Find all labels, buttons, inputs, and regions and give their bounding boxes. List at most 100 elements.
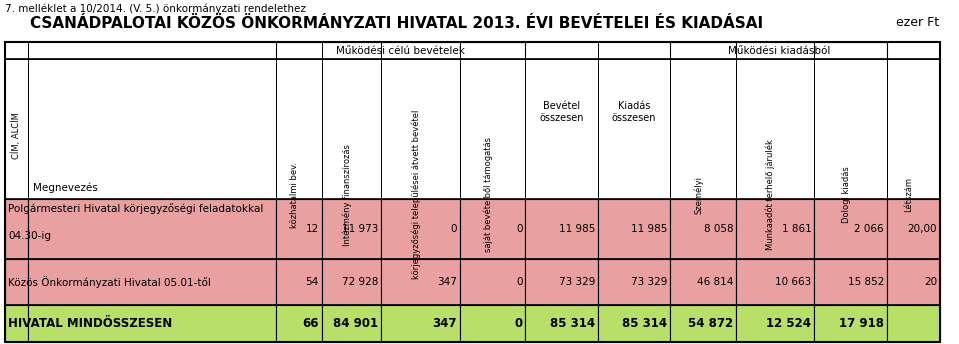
Bar — [598, 42, 670, 59]
Text: 8 058: 8 058 — [704, 224, 734, 234]
Bar — [28, 198, 275, 259]
Text: 73 329: 73 329 — [631, 277, 667, 287]
Bar — [28, 305, 275, 342]
Bar — [382, 42, 459, 59]
Bar — [526, 305, 598, 342]
Bar — [737, 42, 814, 59]
Bar — [670, 305, 737, 342]
Text: 11 973: 11 973 — [342, 224, 379, 234]
Text: 20,00: 20,00 — [907, 224, 937, 234]
Bar — [321, 305, 382, 342]
Bar — [382, 259, 459, 305]
Bar — [275, 305, 321, 342]
Text: 84 901: 84 901 — [334, 317, 379, 330]
Text: 46 814: 46 814 — [697, 277, 734, 287]
Bar — [737, 259, 814, 305]
Bar — [887, 198, 940, 259]
Text: Megnevezés: Megnevezés — [33, 182, 98, 193]
Bar — [737, 59, 814, 198]
Text: Dologi kiadás: Dologi kiadás — [842, 166, 851, 223]
Bar — [382, 305, 459, 342]
Bar — [459, 198, 526, 259]
Bar — [5, 42, 28, 59]
Text: saját bevételből támogatás: saját bevételből támogatás — [483, 137, 493, 252]
Bar — [5, 42, 940, 342]
Text: 11 985: 11 985 — [558, 224, 595, 234]
Bar — [814, 259, 887, 305]
Text: 0: 0 — [451, 224, 456, 234]
Text: 72 928: 72 928 — [342, 277, 379, 287]
Text: 1 861: 1 861 — [782, 224, 811, 234]
Bar — [670, 198, 737, 259]
Bar — [28, 59, 275, 198]
Text: 20: 20 — [924, 277, 937, 287]
Bar — [670, 42, 737, 59]
Bar — [814, 42, 887, 59]
Bar — [814, 59, 887, 198]
Text: 15 852: 15 852 — [848, 277, 884, 287]
Text: HIVATAL MINDÖSSZESEN: HIVATAL MINDÖSSZESEN — [8, 317, 172, 330]
Text: 54: 54 — [305, 277, 318, 287]
Text: Működési célú bevételek: Működési célú bevételek — [336, 45, 465, 55]
Text: Közös Önkormányzati Hivatal 05.01-től: Közös Önkormányzati Hivatal 05.01-től — [8, 276, 211, 288]
Bar — [275, 42, 526, 59]
Bar — [321, 198, 382, 259]
Bar — [459, 42, 526, 59]
Bar — [5, 305, 28, 342]
Text: körjegyzőségi települései átvett bevétel: körjegyzőségi települései átvett bevétel — [411, 110, 421, 279]
Text: 17 918: 17 918 — [839, 317, 884, 330]
Bar — [382, 198, 459, 259]
Text: 347: 347 — [437, 277, 456, 287]
Text: Munkaadót terhelő járulék: Munkaadót terhelő járulék — [766, 139, 775, 250]
Bar — [598, 259, 670, 305]
Bar — [814, 198, 887, 259]
Bar — [526, 59, 598, 198]
Text: Kiadás
összesen: Kiadás összesen — [612, 101, 657, 123]
Bar — [5, 59, 28, 198]
Bar — [459, 259, 526, 305]
Text: közhatalmi bev.: közhatalmi bev. — [290, 162, 298, 228]
Text: 2 066: 2 066 — [854, 224, 884, 234]
Text: Létszám: Létszám — [904, 177, 914, 212]
Bar — [275, 198, 321, 259]
Bar — [459, 305, 526, 342]
Bar — [670, 42, 887, 59]
Bar — [737, 305, 814, 342]
Bar — [887, 42, 940, 59]
Bar — [321, 259, 382, 305]
Bar — [670, 59, 737, 198]
Bar — [321, 59, 382, 198]
Text: CSANÁDPALOTAI KÖZÖS ÖNKORMÁNYZATI HIVATAL 2013. ÉVI BEVÉTELEI ÉS KIADÁSAI: CSANÁDPALOTAI KÖZÖS ÖNKORMÁNYZATI HIVATA… — [30, 16, 762, 31]
Text: 12 524: 12 524 — [766, 317, 811, 330]
Text: Személyi: Személyi — [693, 175, 703, 214]
Text: 11 985: 11 985 — [631, 224, 667, 234]
Text: ezer Ft: ezer Ft — [896, 16, 939, 29]
Text: 04.30-ig: 04.30-ig — [8, 231, 51, 241]
Bar — [598, 198, 670, 259]
Bar — [887, 259, 940, 305]
Bar — [5, 42, 940, 342]
Text: 73 329: 73 329 — [558, 277, 595, 287]
Text: 0: 0 — [514, 317, 523, 330]
Bar — [5, 198, 28, 259]
Text: 85 314: 85 314 — [622, 317, 667, 330]
Bar — [275, 42, 321, 59]
Text: 66: 66 — [302, 317, 318, 330]
Bar — [670, 259, 737, 305]
Text: 347: 347 — [433, 317, 456, 330]
Bar — [5, 259, 28, 305]
Bar — [28, 42, 275, 59]
Bar — [814, 305, 887, 342]
Bar — [598, 305, 670, 342]
Text: 85 314: 85 314 — [550, 317, 595, 330]
Text: Működési kiadásból: Működési kiadásból — [728, 45, 830, 55]
Bar — [526, 42, 598, 59]
Text: 54 872: 54 872 — [688, 317, 734, 330]
Text: Intézmény finanszírozás: Intézmény finanszírozás — [342, 144, 352, 246]
Text: CÍM, ALCÍM: CÍM, ALCÍM — [12, 112, 21, 159]
Bar — [321, 42, 382, 59]
Text: 12: 12 — [305, 224, 318, 234]
Text: 10 663: 10 663 — [775, 277, 811, 287]
Text: Bevétel
összesen: Bevétel összesen — [539, 101, 584, 123]
Bar — [275, 59, 321, 198]
